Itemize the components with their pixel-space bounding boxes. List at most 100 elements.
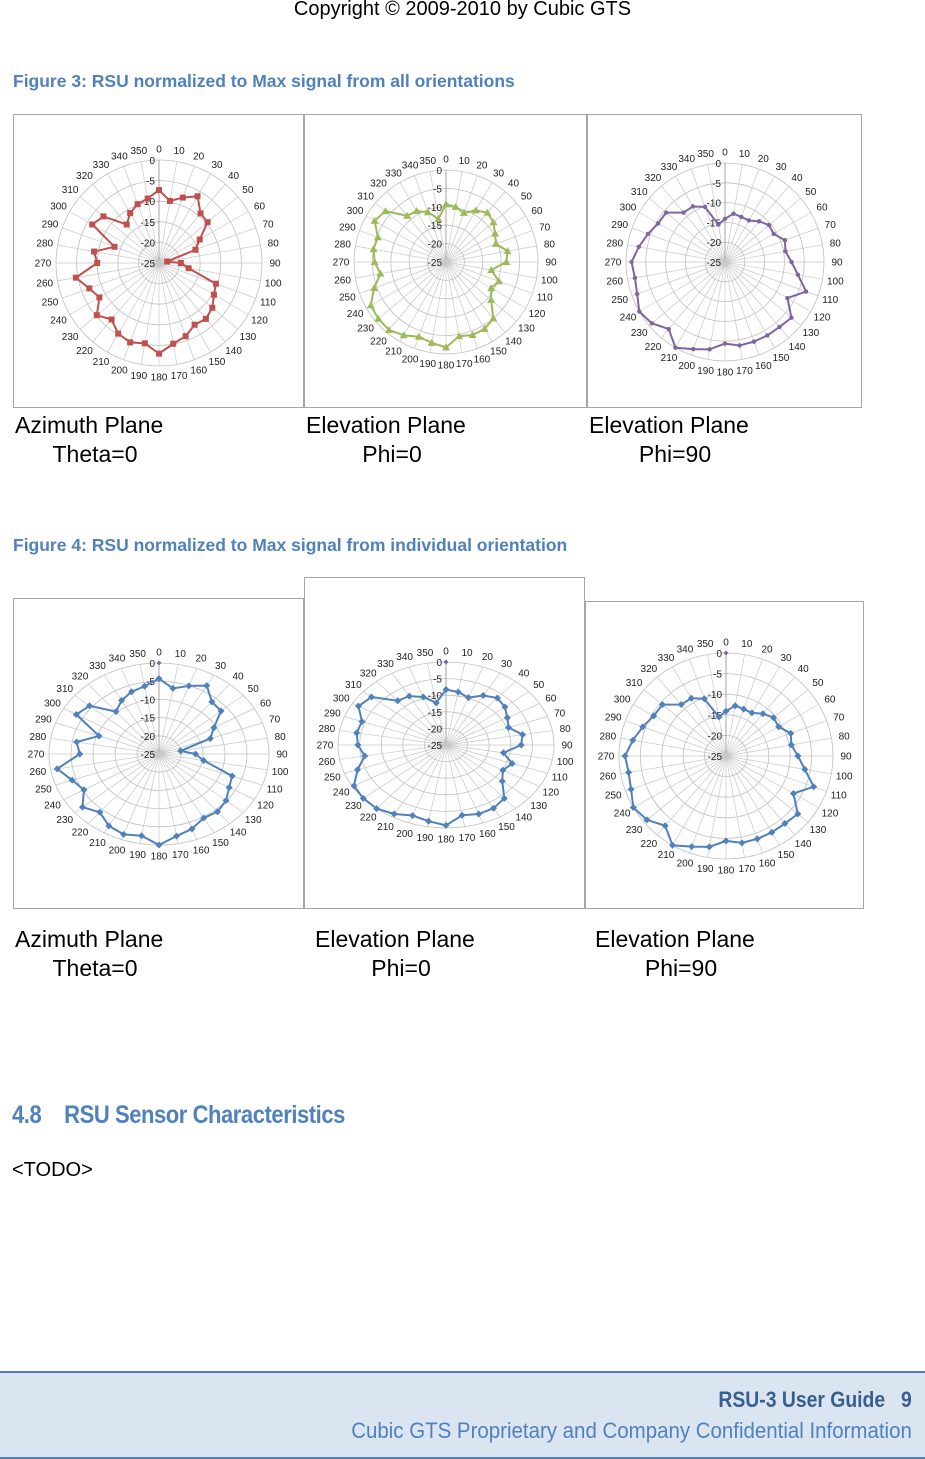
data-point (96, 294, 103, 301)
data-point (707, 347, 712, 352)
data-point (455, 332, 464, 340)
grid-spoke (445, 191, 506, 263)
angle-tick-label: 80 (560, 724, 572, 735)
angle-tick-label: 220 (72, 828, 89, 839)
angle-tick-label: 340 (402, 161, 419, 172)
angle-tick-label: 60 (816, 203, 828, 214)
angle-tick-label: 350 (697, 149, 714, 160)
grid-spoke (399, 182, 447, 263)
section-body: <TODO> (12, 1159, 93, 1181)
data-point (690, 204, 696, 209)
data-point (794, 810, 802, 818)
data-point (691, 346, 696, 352)
grid-spoke (414, 261, 447, 349)
data-point (217, 707, 225, 715)
grid-spoke (352, 744, 447, 787)
angle-tick-label: 270 (35, 259, 52, 270)
grid-spoke (158, 166, 195, 264)
grid-spoke (158, 753, 179, 844)
data-point (369, 245, 378, 253)
data-point (228, 772, 236, 780)
radial-tick-label: -5 (713, 670, 722, 681)
angle-tick-label: 250 (611, 295, 628, 306)
grid-spoke (725, 689, 809, 757)
data-point (185, 682, 193, 690)
data-point (80, 786, 88, 794)
grid-spoke (724, 212, 811, 263)
angle-tick-label: 90 (269, 259, 281, 270)
angle-tick-label: 170 (459, 833, 476, 844)
grid-spoke (158, 753, 244, 813)
chart-fig4-azimuth: 0 10 20 30 40 50 60 70 80 90 100 110 120 130 140 150 160… (13, 598, 304, 909)
grid-spoke (445, 744, 484, 824)
radial-tick-label: 0 (149, 659, 155, 670)
grid-spoke (408, 744, 447, 824)
angle-tick-label: 280 (318, 724, 335, 735)
copyright-header: Copyright © 2009-2010 by Cubic GTS (293, 0, 632, 20)
data-point (487, 295, 496, 303)
angle-tick-label: 240 (333, 788, 350, 799)
angle-tick-label: 270 (28, 750, 45, 761)
radial-tick-label: -25 (428, 258, 443, 269)
angle-tick-label: 300 (50, 202, 67, 213)
angle-tick-label: 240 (614, 809, 631, 820)
angle-tick-label: 80 (275, 732, 287, 743)
angle-tick-label: 340 (111, 151, 128, 162)
data-point (688, 843, 696, 851)
data-point (72, 711, 80, 719)
data-point (519, 731, 527, 739)
grid-spoke (352, 703, 447, 746)
data-point (172, 832, 180, 840)
grid-spoke (724, 244, 823, 263)
angle-tick-label: 40 (508, 179, 520, 190)
angle-tick-label: 230 (631, 328, 648, 339)
data-point (621, 752, 629, 760)
data-point (737, 343, 742, 348)
angle-tick-label: 260 (606, 277, 623, 288)
angle-tick-label: 140 (789, 342, 806, 353)
grid-spoke (69, 262, 160, 315)
angle-tick-label: 200 (396, 829, 413, 840)
grid-spoke (158, 695, 244, 755)
angle-tick-label: 260 (599, 771, 616, 782)
radial-tick-label: 0 (149, 156, 155, 167)
angle-tick-label: 80 (839, 732, 851, 743)
grid-spoke (725, 755, 809, 823)
grid-spoke (656, 676, 727, 757)
data-point (643, 816, 651, 824)
angle-tick-label: 100 (265, 278, 282, 289)
angle-tick-label: 110 (537, 293, 553, 304)
footer-guide-name: RSU-3 User Guide (718, 1387, 886, 1412)
data-point (722, 341, 728, 346)
data-point (451, 202, 460, 210)
data-point (89, 221, 96, 228)
data-point (423, 208, 432, 216)
angle-tick-label: 210 (93, 357, 110, 368)
angle-tick-label: 70 (269, 715, 281, 726)
grid-spoke (689, 659, 727, 757)
angle-tick-label: 190 (419, 359, 436, 370)
data-point (459, 208, 468, 216)
angle-tick-label: 130 (245, 815, 262, 826)
data-point (376, 269, 385, 277)
angle-tick-label: 90 (561, 741, 573, 752)
angle-tick-label: 160 (190, 366, 207, 377)
grid-spoke (675, 176, 726, 263)
angle-tick-label: 40 (233, 671, 245, 682)
radial-tick-label: 0 (716, 649, 722, 660)
data-point (499, 766, 507, 774)
data-point (781, 820, 789, 828)
grid-spoke (158, 668, 197, 755)
data-point (96, 808, 104, 816)
data-point (361, 752, 369, 760)
grid-spoke (724, 261, 802, 326)
angle-tick-label: 180 (717, 368, 734, 379)
data-point (208, 698, 216, 706)
angle-tick-label: 150 (773, 353, 790, 364)
grid-spoke (158, 708, 255, 755)
radial-tick-label: 0 (436, 166, 442, 177)
radial-tick-label: -10 (428, 691, 443, 702)
data-point (381, 207, 390, 215)
data-point (156, 350, 162, 357)
radial-tick-label: -10 (141, 695, 156, 706)
